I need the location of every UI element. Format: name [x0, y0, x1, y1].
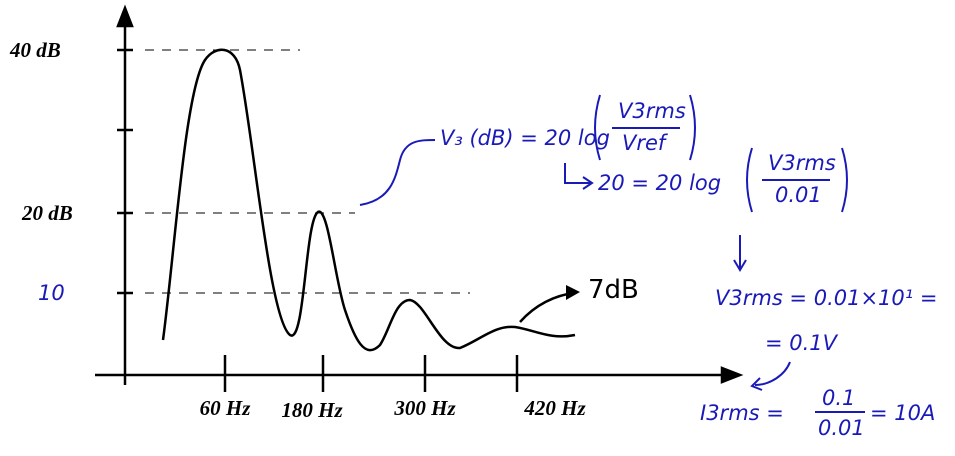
diagram: 40 dB 20 dB 10 60 Hz 180 Hz 300 Hz 420 H…	[0, 0, 955, 456]
curved-arrow	[752, 362, 790, 390]
equation: = 10A	[870, 401, 935, 425]
equation: = 0.1V	[765, 331, 839, 355]
x-label: 420 Hz	[523, 396, 586, 420]
denominator: Vref	[622, 131, 669, 155]
y-label: 10	[38, 281, 65, 305]
x-label: 60 Hz	[200, 396, 252, 420]
y-label: 20 dB	[21, 201, 73, 225]
hook-arrow	[565, 163, 592, 189]
x-label: 180 Hz	[281, 398, 343, 422]
axes	[95, 8, 740, 392]
denominator: 0.01	[818, 416, 865, 440]
equation: I3rms =	[700, 401, 784, 425]
arrowhead	[566, 285, 580, 300]
peak-note: 7dB	[588, 275, 639, 305]
bracket	[360, 140, 435, 205]
numerator: V3rms	[618, 99, 686, 123]
equation: V₃ (dB) = 20 log	[440, 126, 610, 150]
equation: 20 = 20 log	[598, 171, 721, 195]
y-label: 40 dB	[9, 38, 61, 62]
numerator: V3rms	[768, 151, 836, 175]
equation: V3rms = 0.01×10¹ =	[715, 286, 937, 310]
denominator: 0.01	[775, 183, 822, 207]
x-label: 300 Hz	[393, 396, 456, 420]
numerator: 0.1	[822, 386, 855, 410]
down-arrow	[734, 235, 746, 270]
spectrum-curve	[163, 50, 575, 350]
